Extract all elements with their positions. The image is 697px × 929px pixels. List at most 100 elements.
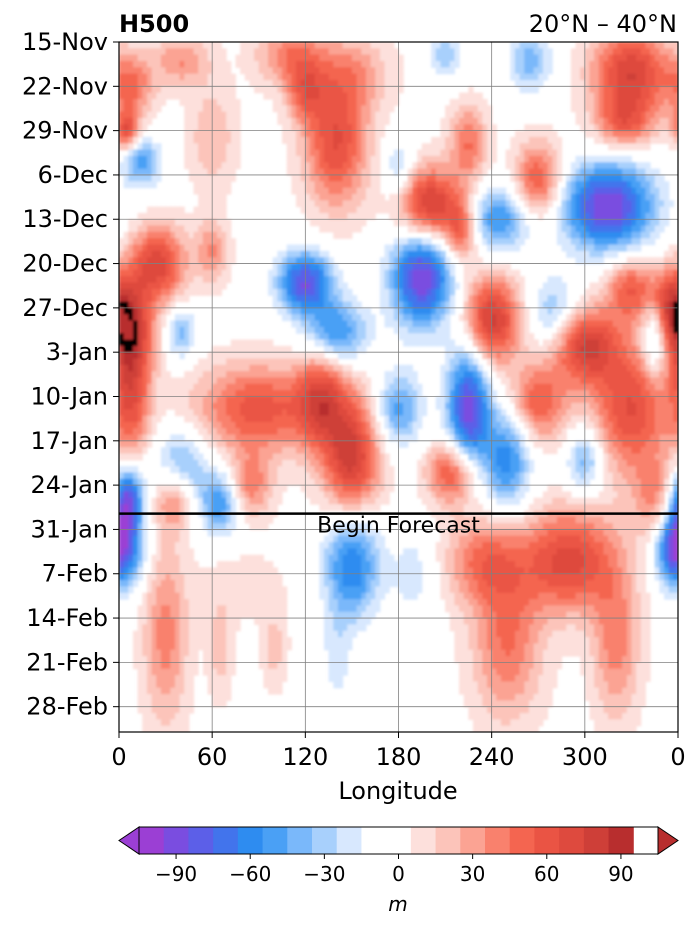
heatmap-cell [188, 269, 195, 277]
heatmap-cell [323, 326, 330, 334]
heatmap-cell [407, 314, 414, 322]
heatmap-cell [193, 377, 199, 385]
heatmap-cell [617, 48, 623, 56]
heatmap-cell [296, 174, 302, 182]
heatmap-cell [449, 402, 455, 410]
heatmap-cell [328, 42, 334, 49]
heatmap-cell [491, 219, 497, 227]
heatmap-cell [440, 257, 446, 265]
heatmap-cell [156, 155, 162, 163]
heatmap-cell [198, 200, 204, 208]
heatmap-cell [132, 111, 139, 119]
heatmap-cell [561, 320, 567, 328]
heatmap-cell [636, 339, 642, 347]
heatmap-cell [477, 295, 483, 303]
heatmap-cell [202, 225, 209, 233]
heatmap-cell [119, 130, 125, 138]
heatmap-cell [473, 402, 479, 410]
heatmap-cell [584, 48, 591, 56]
heatmap-cell [477, 105, 483, 113]
heatmap-cell [603, 238, 609, 246]
heatmap-cell [514, 396, 521, 404]
heatmap-cell [319, 358, 325, 366]
heatmap-cell [617, 130, 623, 138]
heatmap-cell [165, 390, 171, 398]
heatmap-cell [160, 371, 167, 379]
heatmap-cell [393, 402, 400, 410]
heatmap-cell [617, 92, 623, 100]
heatmap-cell [188, 79, 195, 87]
heatmap-cell [356, 314, 362, 322]
heatmap-cell [347, 155, 353, 163]
heatmap-cell [403, 320, 409, 328]
heatmap-cell [459, 143, 465, 151]
heatmap-cell [617, 244, 623, 252]
heatmap-cell [198, 276, 204, 284]
heatmap-cell [626, 130, 633, 138]
heatmap-cell [342, 143, 348, 151]
heatmap-cell [142, 86, 148, 94]
heatmap-cell [556, 301, 563, 309]
heatmap-cell [473, 390, 479, 398]
heatmap-cell [333, 124, 339, 132]
heatmap-cell [351, 225, 358, 233]
heatmap-cell [333, 143, 339, 151]
heatmap-cell [170, 333, 176, 341]
heatmap-cell [431, 149, 437, 157]
heatmap-cell [664, 295, 670, 303]
heatmap-cell [510, 67, 516, 75]
heatmap-cell [617, 390, 623, 398]
heatmap-cell [403, 257, 409, 265]
heatmap-cell [142, 250, 148, 258]
heatmap-cell [319, 402, 325, 410]
heatmap-cell [566, 225, 572, 233]
heatmap-cell [463, 200, 469, 208]
heatmap-cell [296, 352, 302, 360]
heatmap-cell [319, 390, 325, 398]
heatmap-cell [580, 339, 586, 347]
heatmap-cell [361, 130, 367, 138]
heatmap-cell [622, 168, 628, 176]
heatmap-cell [654, 181, 660, 189]
heatmap-cell [589, 111, 595, 119]
heatmap-cell [323, 149, 330, 157]
heatmap-cell [421, 282, 428, 290]
heatmap-cell [179, 276, 185, 284]
heatmap-cell [379, 86, 386, 94]
heatmap-cell [137, 371, 143, 379]
heatmap-cell [319, 200, 325, 208]
heatmap-cell [491, 136, 497, 144]
heatmap-cell [505, 345, 511, 353]
heatmap-cell [631, 60, 637, 68]
heatmap-cell [174, 326, 181, 334]
heatmap-cell [440, 314, 446, 322]
heatmap-cell [421, 181, 428, 189]
heatmap-cell [193, 162, 199, 170]
heatmap-cell [184, 288, 190, 296]
heatmap-cell [407, 193, 414, 201]
heatmap-cell [626, 212, 633, 220]
heatmap-cell [421, 162, 428, 170]
heatmap-cell [277, 86, 283, 94]
heatmap-cell [393, 390, 400, 398]
heatmap-cell [668, 371, 674, 379]
heatmap-cell [612, 371, 619, 379]
heatmap-cell [645, 143, 651, 151]
heatmap-cell [119, 143, 125, 151]
heatmap-cell [142, 263, 148, 271]
heatmap-cell [291, 149, 297, 157]
heatmap-cell [160, 79, 167, 87]
heatmap-cell [249, 48, 255, 56]
heatmap-cell [407, 320, 414, 328]
heatmap-cell [146, 105, 153, 113]
heatmap-cell [612, 181, 619, 189]
heatmap-cell [538, 130, 544, 138]
heatmap-cell [226, 117, 232, 125]
heatmap-cell [207, 383, 213, 391]
heatmap-cell [519, 396, 525, 404]
heatmap-cell [463, 193, 469, 201]
heatmap-cell [673, 326, 678, 334]
heatmap-cell [221, 111, 227, 119]
heatmap-cell [356, 124, 362, 132]
heatmap-cell [314, 111, 320, 119]
